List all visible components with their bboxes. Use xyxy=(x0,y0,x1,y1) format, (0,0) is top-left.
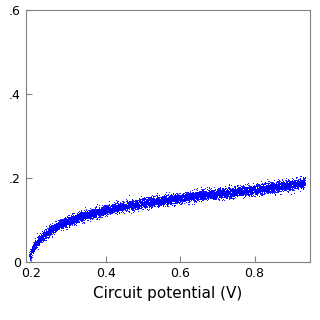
X-axis label: Circuit potential (V): Circuit potential (V) xyxy=(93,286,243,301)
